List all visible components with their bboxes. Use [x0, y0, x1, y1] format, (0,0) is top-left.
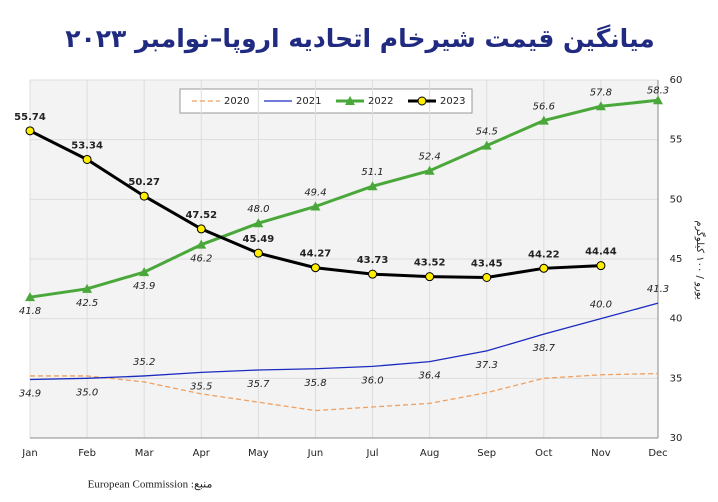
y-tick-label: 55 — [670, 135, 683, 146]
point — [310, 201, 321, 211]
data-label: 36.0 — [361, 375, 383, 386]
point — [482, 272, 492, 282]
data-label: 56.6 — [533, 102, 555, 113]
data-label: 44.22 — [528, 249, 560, 260]
point — [25, 126, 35, 136]
data-label: 57.8 — [590, 87, 612, 98]
chart-title: میانگین قیمت شیرخام اتحادیه اروپا–نوامبر… — [65, 24, 655, 54]
data-label: 43.9 — [133, 281, 155, 292]
data-label: 44.44 — [585, 247, 617, 258]
x-tick-label: Dec — [648, 448, 667, 459]
point — [82, 283, 93, 293]
y-tick-label: 50 — [670, 194, 683, 205]
data-label: 38.7 — [533, 343, 556, 354]
point — [538, 115, 549, 125]
x-tick-label: Jul — [366, 448, 379, 459]
point — [367, 181, 378, 191]
data-label: 41.3 — [647, 284, 669, 295]
x-tick-label: Jun — [307, 448, 324, 459]
data-label: 55.74 — [14, 112, 46, 123]
x-tick-label: Jan — [21, 448, 37, 459]
point — [539, 263, 549, 273]
data-label: 52.4 — [419, 152, 441, 163]
y-axis-label: یورو / ۱۰۰ کیلوگرم — [694, 220, 706, 300]
data-label: 44.27 — [300, 249, 332, 260]
series-line — [29, 302, 659, 381]
y-tick-label: 60 — [670, 75, 683, 86]
x-tick-label: Sep — [477, 448, 496, 459]
data-label: 36.4 — [419, 371, 441, 382]
data-label: 40.0 — [590, 300, 612, 311]
x-tick-label: Aug — [420, 448, 440, 459]
point — [253, 248, 263, 258]
data-label: 41.8 — [19, 306, 41, 317]
data-label: 51.1 — [361, 167, 383, 178]
data-label: 43.52 — [414, 258, 446, 269]
data-label: 43.45 — [471, 258, 503, 269]
data-label: 53.34 — [71, 140, 103, 151]
legend-label: 2020 — [224, 96, 249, 107]
legend-marker — [345, 96, 355, 105]
point — [425, 272, 435, 282]
data-label: 46.2 — [190, 254, 212, 265]
data-label: 34.9 — [19, 389, 41, 400]
point — [424, 165, 435, 175]
x-tick-label: Apr — [193, 448, 211, 459]
point — [653, 95, 663, 105]
point — [82, 154, 92, 164]
x-tick-label: Feb — [78, 448, 96, 459]
data-label: 43.73 — [357, 255, 389, 266]
y-tick-label: 30 — [670, 433, 683, 444]
legend-label: 2022 — [368, 96, 393, 107]
data-label: 37.3 — [476, 360, 498, 371]
point — [595, 101, 606, 111]
data-label: 48.0 — [247, 204, 269, 215]
series-line — [29, 98, 659, 299]
point — [25, 292, 35, 302]
data-label: 35.0 — [76, 387, 98, 398]
point — [310, 263, 320, 273]
data-label: 35.2 — [133, 357, 155, 368]
data-label: 35.7 — [247, 379, 270, 390]
data-label: 58.3 — [647, 85, 669, 96]
x-tick-label: Nov — [591, 448, 611, 459]
legend-label: 2023 — [440, 96, 465, 107]
data-label: 54.5 — [476, 127, 498, 138]
point — [481, 140, 492, 150]
data-label: 49.4 — [304, 187, 326, 198]
series-line — [30, 372, 659, 412]
data-label: 35.8 — [304, 378, 326, 389]
x-tick-label: Oct — [535, 448, 552, 459]
x-tick-label: Mar — [135, 448, 155, 459]
point — [196, 239, 207, 249]
legend-marker — [417, 96, 427, 106]
point — [368, 269, 378, 279]
point — [596, 261, 606, 271]
data-label: 47.52 — [185, 210, 217, 221]
data-label: 50.27 — [128, 177, 160, 188]
point — [196, 224, 206, 234]
data-label: 42.5 — [76, 298, 98, 309]
x-tick-label: May — [248, 448, 269, 459]
y-tick-label: 40 — [670, 314, 683, 325]
source: منبع: European Commission — [88, 479, 213, 491]
y-tick-label: 35 — [670, 373, 683, 384]
y-tick-label: 45 — [670, 254, 683, 265]
point — [139, 267, 150, 277]
data-label: 35.5 — [190, 381, 212, 392]
point — [139, 191, 149, 201]
data-label: 45.49 — [243, 234, 275, 245]
legend-label: 2021 — [296, 96, 321, 107]
point — [253, 218, 264, 228]
